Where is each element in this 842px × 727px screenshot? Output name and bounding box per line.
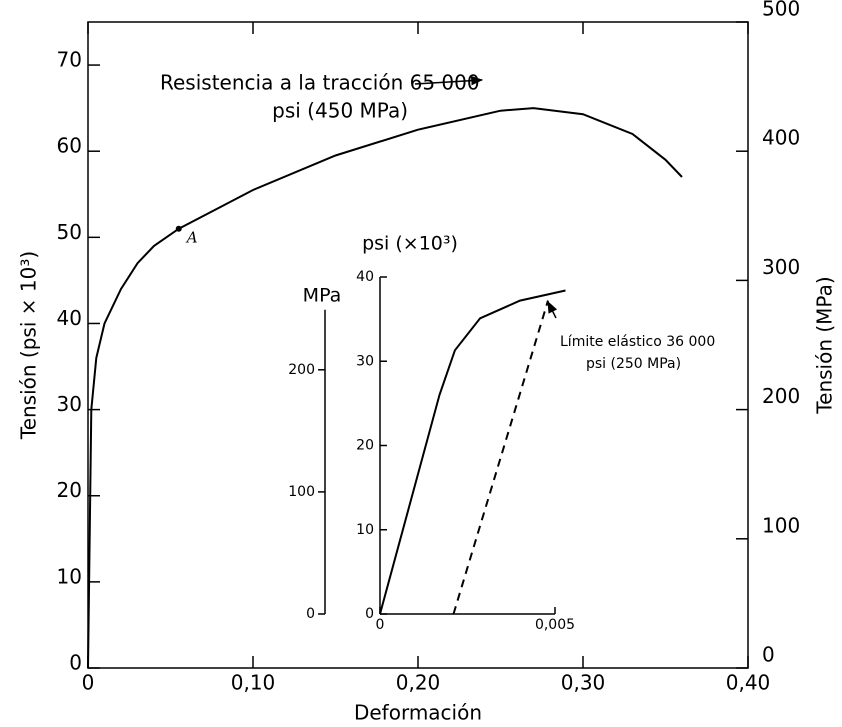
x-tick-label: 0 — [376, 617, 385, 633]
y2-tick-label: 400 — [762, 126, 800, 150]
y-tick-label: 10 — [57, 564, 82, 588]
annotation: Resistencia a la tracción 65 000 — [160, 71, 480, 95]
x-tick-label: 0,40 — [726, 671, 771, 695]
y-tick-label: 60 — [57, 134, 82, 158]
annotation: Límite elástico 36 000 — [560, 334, 715, 350]
x-tick-label: 0,30 — [561, 671, 606, 695]
point-label: A — [185, 229, 198, 247]
annotation: psi (250 MPa) — [586, 356, 681, 372]
y-tick-label: 30 — [57, 392, 82, 416]
point-marker — [175, 225, 182, 232]
y2-tick-label: 100 — [288, 484, 315, 500]
y2-tick-label: 200 — [762, 384, 800, 408]
x-tick-label: 0,10 — [231, 671, 276, 695]
y-tick-label: 0 — [69, 651, 82, 675]
y2-tick-label: 100 — [762, 513, 800, 537]
y-tick-label: 40 — [57, 306, 82, 330]
y-tick-label: 10 — [356, 522, 374, 538]
y2-tick-label: 0 — [762, 643, 775, 667]
y-tick-label: 0 — [365, 606, 374, 622]
data-line — [87, 107, 683, 669]
x-tick-label: 0,20 — [396, 671, 441, 695]
annotation-arrow — [547, 300, 558, 319]
y2-tick-label: 0 — [306, 606, 315, 622]
offset-line — [452, 300, 549, 615]
y2-tick-label: 200 — [288, 362, 315, 378]
y2-axis-label: Tensión (MPa) — [813, 276, 837, 414]
y2-axis-label: MPa — [303, 285, 342, 307]
y-tick-label: 70 — [57, 48, 82, 72]
y-tick-label: 40 — [356, 269, 374, 285]
y-tick-label: 50 — [57, 220, 82, 244]
y-tick-label: 20 — [356, 438, 374, 454]
y-tick-label: 20 — [57, 478, 82, 502]
data-line — [379, 289, 566, 615]
annotation-arrow — [414, 75, 484, 86]
y2-tick-label: 500 — [762, 0, 800, 21]
x-tick-label: 0,005 — [535, 617, 575, 633]
x-tick-label: 0 — [82, 671, 95, 695]
y-axis-label: Tensión (psi × 10³) — [17, 251, 41, 440]
y-axis-label: psi (×10³) — [362, 233, 458, 255]
x-axis-label: Deformación — [354, 701, 482, 725]
annotation: psi (450 MPa) — [272, 99, 408, 123]
y2-tick-label: 300 — [762, 255, 800, 279]
y-tick-label: 30 — [356, 353, 374, 369]
